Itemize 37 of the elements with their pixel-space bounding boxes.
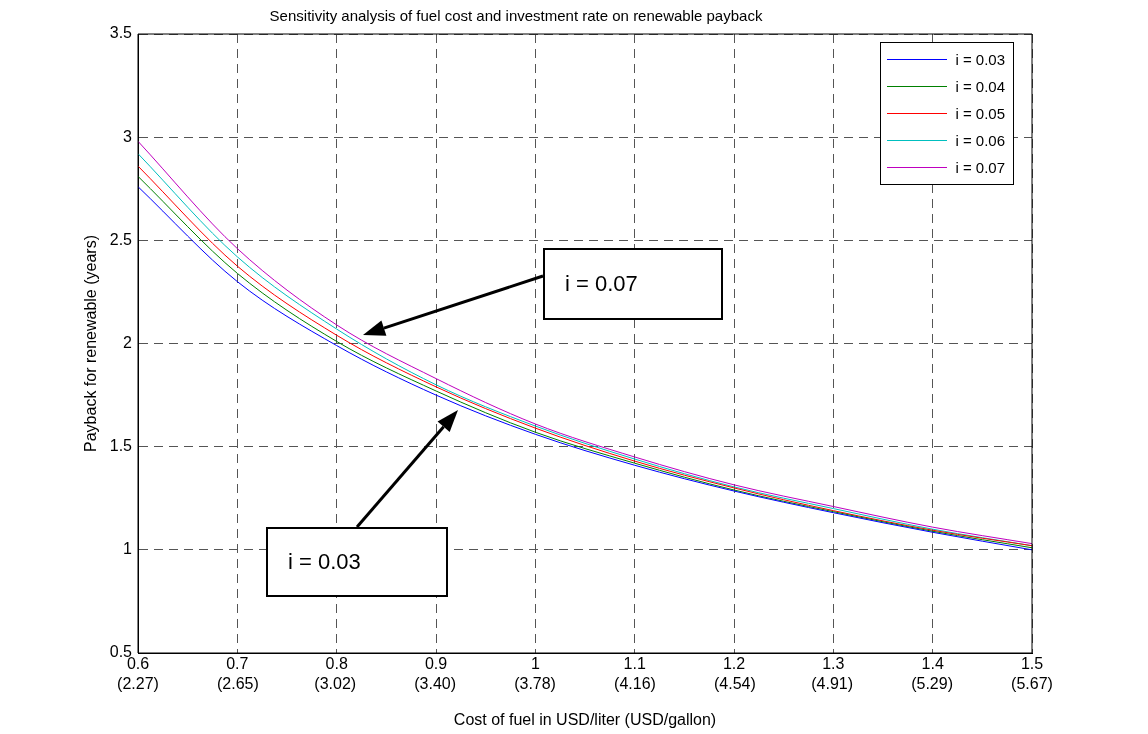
y-tick-label: 3.5 (109, 24, 133, 42)
x-tick-label: 1.5 (1020, 655, 1044, 673)
x-tick-label: 1.1 (623, 655, 646, 673)
x2-tick-label: (5.29) (911, 675, 953, 693)
x-tick-label: 0.9 (424, 655, 448, 673)
x-tick-label: 0.7 (226, 655, 249, 673)
y-tick-label: 1.5 (109, 437, 133, 455)
annotation: i = 0.03 (288, 549, 361, 575)
legend-label: i = 0.05 (955, 105, 1005, 122)
x-tick-label: 1.3 (822, 655, 845, 673)
y-tick-label: 2.5 (109, 230, 133, 248)
x2-tick-label: (3.78) (514, 675, 556, 693)
legend-label: i = 0.06 (955, 132, 1005, 149)
x2-tick-label: (5.67) (1011, 675, 1053, 693)
legend-label: i = 0.04 (955, 78, 1005, 95)
x-tick-label: 1.2 (722, 655, 746, 673)
x2-tick-label: (4.16) (614, 675, 656, 693)
annotation: i = 0.07 (565, 271, 638, 297)
legend-label: i = 0.03 (955, 51, 1005, 68)
y-tick-label: 2 (123, 333, 133, 351)
chart-title: Sensitivity analysis of fuel cost and investment rate on renewable payback (269, 7, 763, 25)
note-box: i = 0.07 (543, 248, 723, 320)
x2-tick-label: (2.27) (117, 675, 159, 693)
x-axis-title: Cost of fuel in USD/liter (USD/gallon) (453, 710, 717, 728)
x-tick-label: 0.8 (325, 655, 348, 673)
x-tick-label: 1 (530, 655, 540, 673)
x2-tick-label: (2.65) (217, 675, 259, 693)
y-tick-label: 1 (123, 540, 133, 558)
x2-tick-label: (3.02) (314, 675, 357, 693)
y-axis-title: Payback for renewable (years) (82, 235, 100, 452)
x2-tick-label: (4.91) (811, 675, 854, 693)
note-box: i = 0.03 (266, 527, 448, 597)
x2-tick-label: (4.54) (713, 675, 756, 693)
legend-label: i = 0.07 (955, 159, 1005, 176)
y-tick-label: 3 (123, 127, 133, 145)
x2-tick-label: (3.40) (414, 675, 457, 693)
x-tick-label: 1.4 (921, 655, 944, 673)
